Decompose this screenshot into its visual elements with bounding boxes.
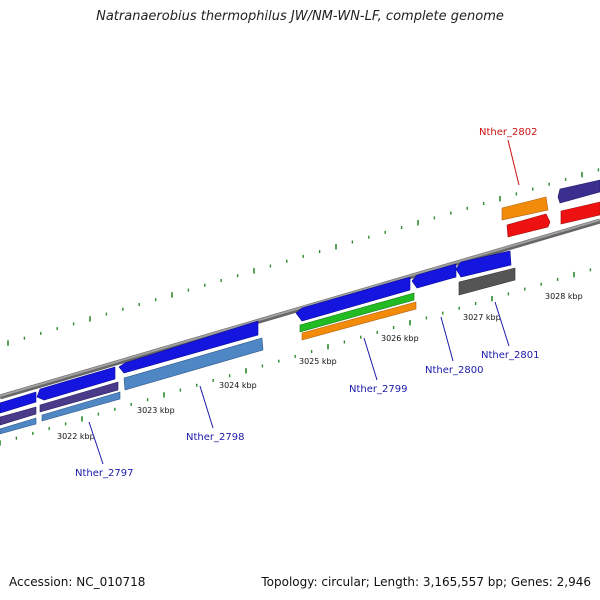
feature-2797-cds-3	[39, 381, 119, 413]
feature-2800-gene	[411, 263, 457, 289]
kbp-label: 3025 kbp	[299, 357, 337, 366]
feature-2799-gene	[295, 276, 411, 322]
feature-2802-cds-red	[560, 201, 600, 225]
gene-label: Nther_2797	[75, 468, 133, 479]
map-title: Natranaerobius thermophilus JW/NM-WN-LF,…	[96, 9, 504, 24]
kbp-label: 3028 kbp	[545, 292, 583, 301]
leader-line	[363, 337, 378, 381]
label-leaders	[88, 139, 520, 465]
accession-text: Accession: NC_010718	[9, 575, 146, 589]
feature-2802-cds	[501, 196, 549, 221]
kbp-label: 3026 kbp	[381, 334, 419, 343]
leader-line	[494, 301, 510, 347]
feature-2801-gene	[455, 250, 512, 278]
gene-label: Nther_2801	[481, 350, 539, 361]
genome-backbone	[0, 218, 600, 400]
feature-2799-cds-orange	[301, 301, 417, 341]
tick-marks	[0, 168, 600, 446]
leader-line	[199, 385, 214, 429]
kbp-label: 3022 kbp	[57, 432, 95, 441]
feature-2802-gene	[557, 179, 600, 204]
feature-2797-cds	[0, 391, 37, 414]
feature-track-second	[0, 196, 600, 426]
feature-track-third	[0, 213, 551, 435]
feature-2798-gene	[118, 320, 259, 374]
feature-2801-cds	[458, 267, 516, 296]
gene-label: Nther_2798	[186, 432, 244, 443]
kbp-label: 3023 kbp	[137, 406, 175, 415]
genome-stats-text: Topology: circular; Length: 3,165,557 bp…	[261, 575, 591, 589]
feature-2799-cds-green	[299, 292, 415, 333]
feature-2797-rna	[0, 417, 37, 435]
feature-2802-cds-red-2	[506, 213, 551, 238]
feature-2797-rna-2	[41, 391, 121, 422]
gene-label: Nther_2800	[425, 365, 483, 376]
gene-label: Nther_2799	[349, 384, 407, 395]
kbp-labels: 3022 kbp 3023 kbp 3024 kbp 3025 kbp 3026…	[57, 292, 583, 441]
feature-2797-cds-2	[0, 406, 37, 426]
leader-line	[507, 139, 520, 186]
feature-track-outer	[0, 179, 600, 414]
gene-labels: Nther_2797 Nther_2798 Nther_2799 Nther_2…	[75, 127, 539, 479]
kbp-label: 3024 kbp	[219, 381, 257, 390]
kbp-label: 3027 kbp	[463, 313, 501, 322]
leader-line	[440, 316, 454, 362]
feature-2798-cds	[123, 337, 264, 391]
leader-line	[88, 421, 104, 465]
gene-label: Nther_2802	[479, 127, 537, 138]
feature-2797-gene	[36, 366, 116, 401]
